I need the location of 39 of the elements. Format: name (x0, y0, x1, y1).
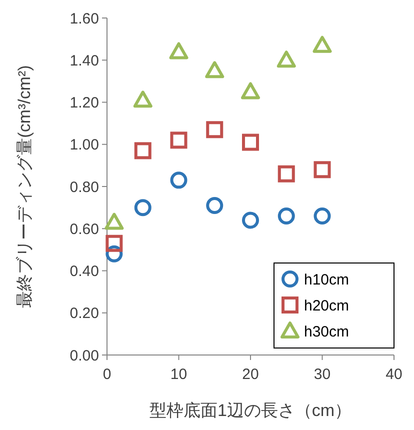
point (241, 82, 260, 100)
point (206, 121, 224, 138)
y-tick-label: 0.00 (70, 347, 99, 364)
x-tick-label: 0 (102, 366, 112, 383)
y-tick-label: 0.80 (70, 178, 99, 196)
point (278, 207, 295, 224)
point (106, 234, 123, 252)
y-tick-label: 1.20 (70, 94, 99, 112)
point (169, 42, 188, 60)
point (133, 90, 152, 108)
y-tick-label: 1.60 (70, 10, 99, 28)
x-tick-label: 30 (314, 366, 331, 383)
point (134, 142, 152, 160)
y-tick-label: 0.20 (70, 305, 99, 322)
point (312, 36, 332, 53)
y-tick-label: 0.40 (70, 263, 99, 280)
y-tick-label: 0.60 (70, 220, 99, 238)
point (276, 50, 296, 68)
legend-label: h30cm (304, 323, 350, 340)
y-tick-label: 1.00 (70, 136, 99, 154)
legend-label: h10cm (304, 271, 350, 288)
point (104, 212, 124, 230)
point (134, 199, 152, 216)
point (205, 61, 224, 78)
point (242, 134, 259, 151)
y-axis-title: 最終ブリーディング量(cm³/cm²) (15, 65, 34, 308)
x-tick-label: 10 (170, 366, 188, 383)
legend-label: h20cm (304, 297, 350, 314)
point (278, 165, 295, 182)
x-axis-title: 型枠底面1辺の長さ（cm） (149, 401, 352, 420)
point (206, 196, 224, 214)
y-tick-label: 1.40 (70, 52, 99, 70)
point (170, 132, 188, 149)
x-tick-label: 40 (386, 366, 402, 383)
point (242, 212, 259, 229)
point (170, 172, 188, 189)
point (314, 161, 331, 178)
point (314, 207, 331, 224)
x-tick-label: 20 (242, 366, 259, 383)
